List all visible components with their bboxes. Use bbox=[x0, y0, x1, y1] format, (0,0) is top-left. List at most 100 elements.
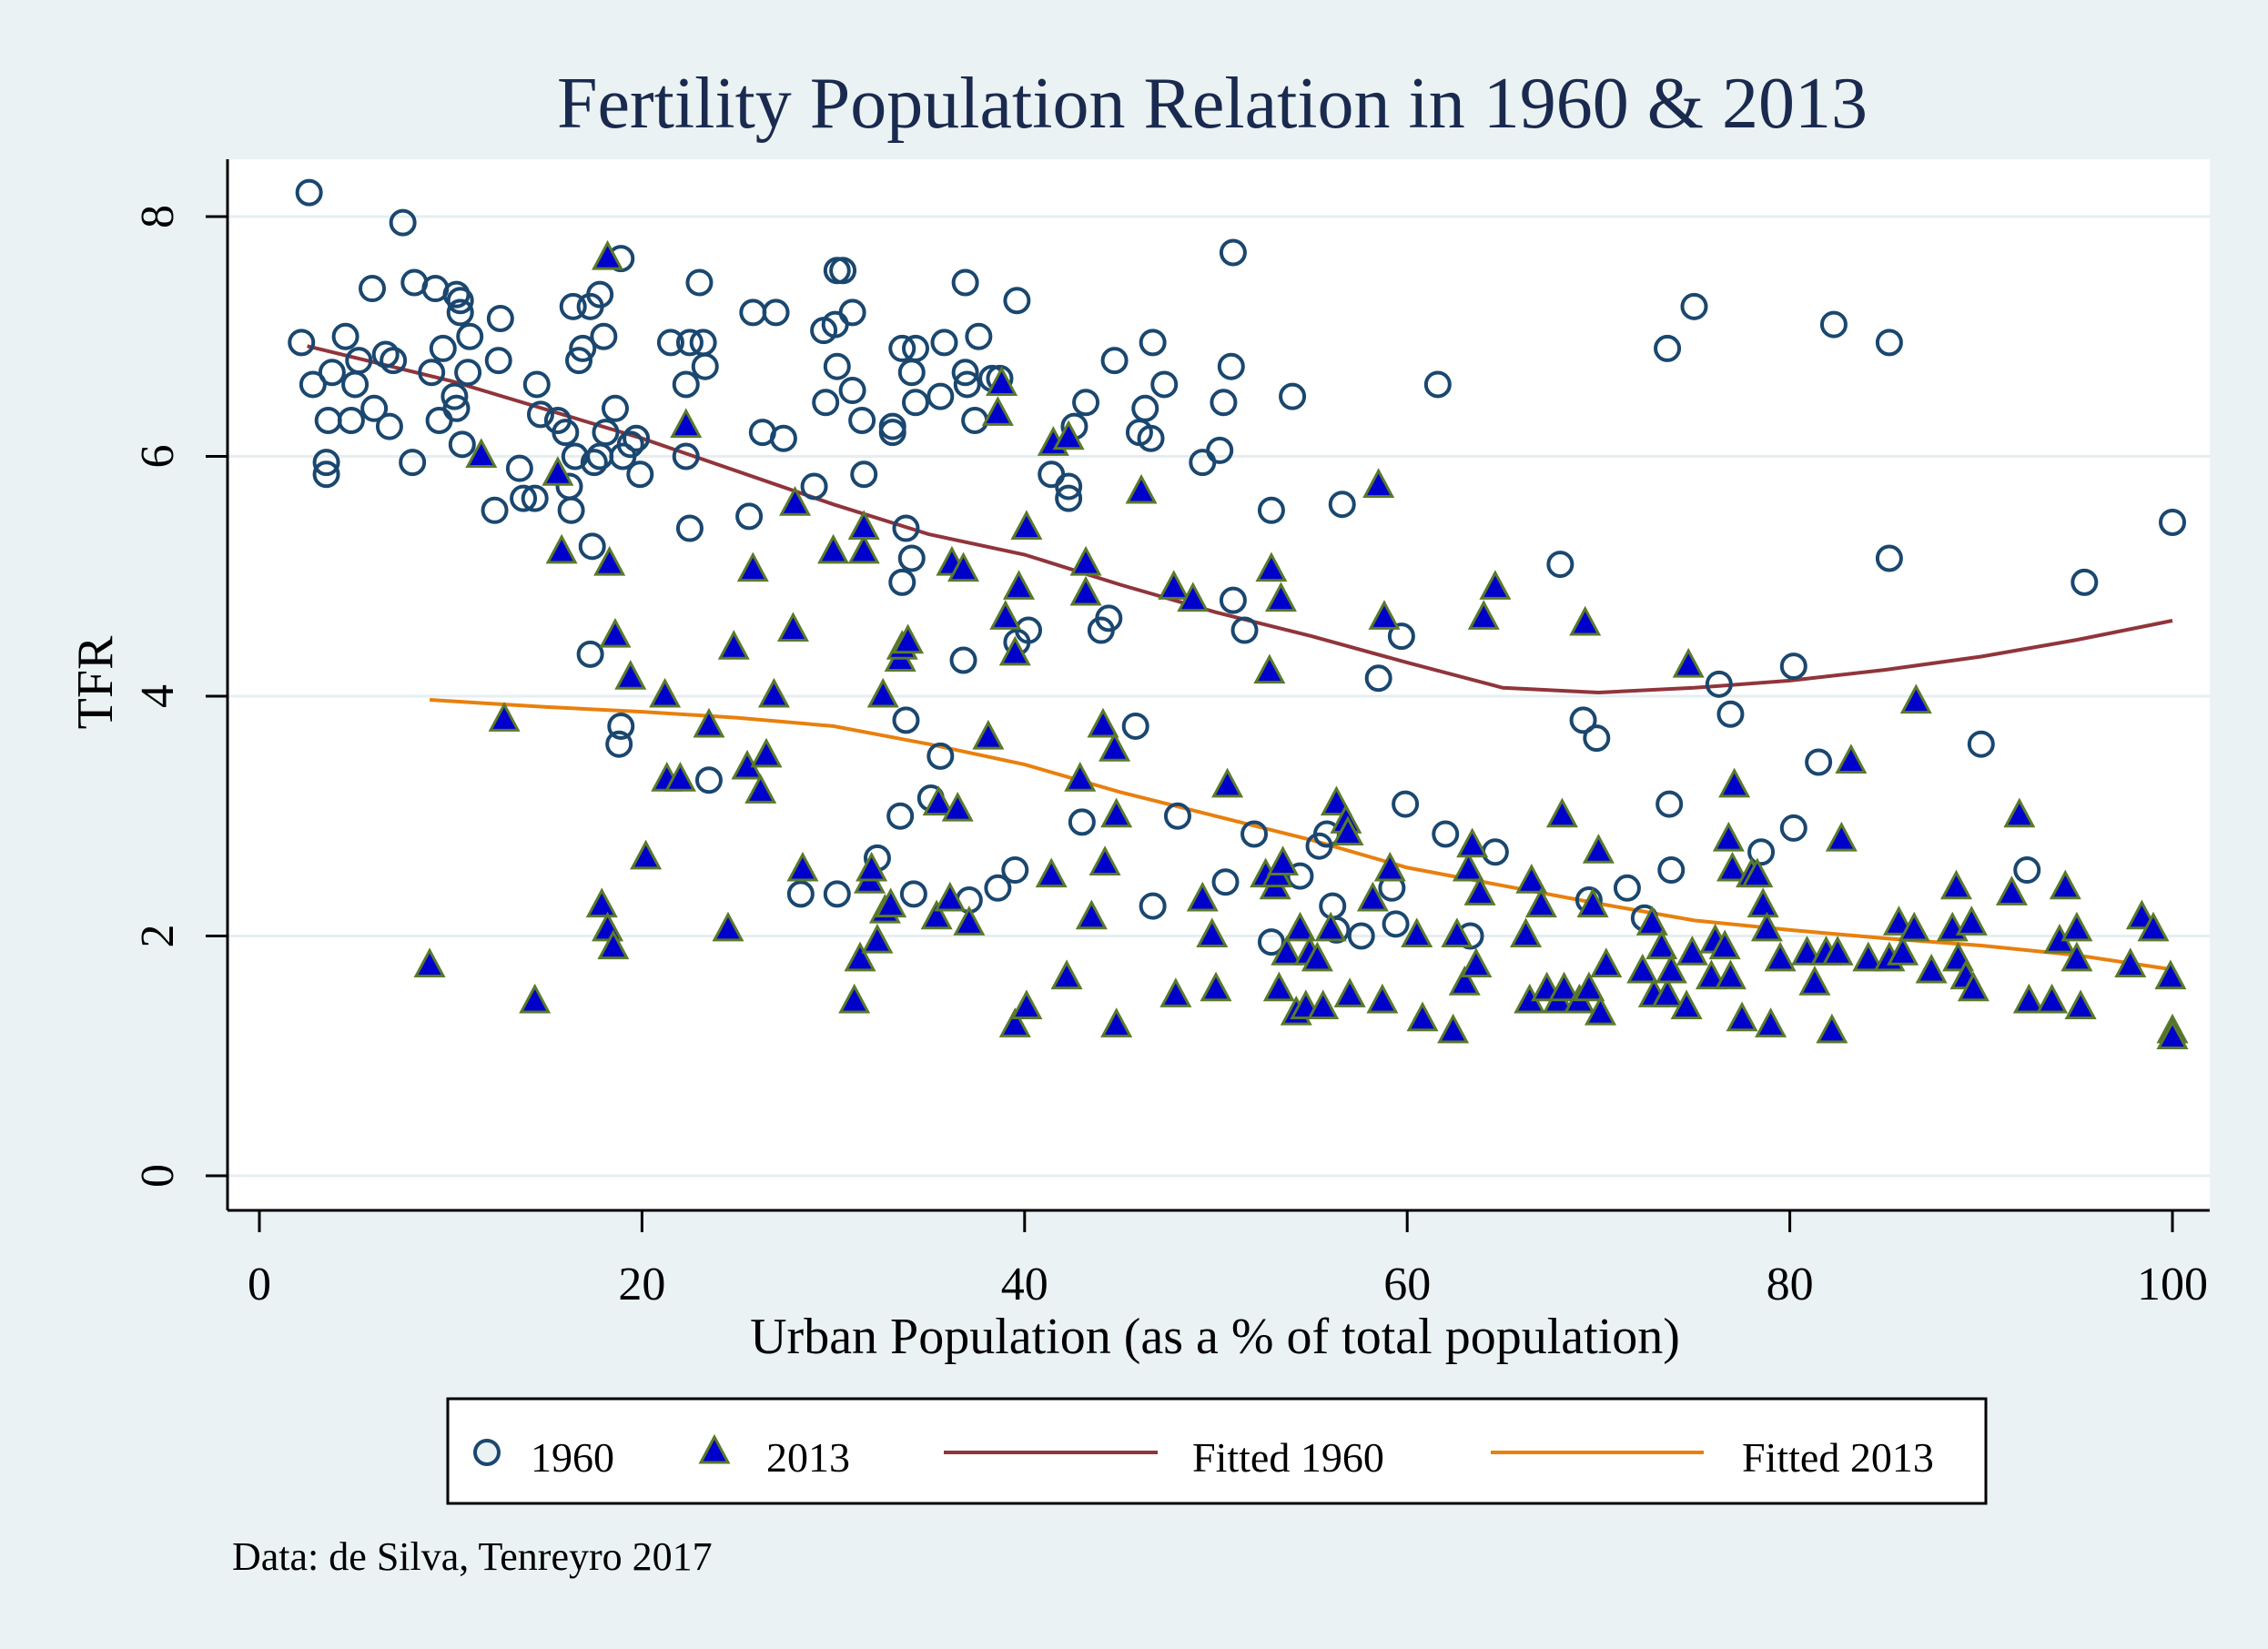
point-1960-15 bbox=[312, 460, 340, 489]
point-2013-157 bbox=[1816, 1013, 1848, 1044]
point-2013-106 bbox=[1406, 1001, 1439, 1032]
point-1960-85 bbox=[838, 377, 866, 405]
point-1960-109 bbox=[886, 802, 915, 830]
point-1960-60 bbox=[576, 640, 604, 668]
point-1960-120 bbox=[823, 880, 851, 908]
point-2013-107 bbox=[1437, 1013, 1470, 1044]
point-2013-160 bbox=[1835, 744, 1868, 774]
point-2013-20 bbox=[717, 630, 750, 660]
point-1960-117 bbox=[1001, 856, 1029, 885]
point-1960-34 bbox=[526, 400, 554, 429]
point-1960-62 bbox=[605, 730, 633, 758]
point-1960-188 bbox=[2159, 508, 2186, 536]
point-2013-7 bbox=[585, 887, 618, 918]
point-1960-49 bbox=[590, 322, 618, 350]
point-2013-47 bbox=[941, 791, 974, 822]
point-2013-102 bbox=[1366, 983, 1399, 1014]
point-1960-87 bbox=[848, 406, 876, 434]
point-1960-61 bbox=[607, 712, 635, 740]
point-2013-28 bbox=[786, 851, 819, 882]
point-1960-167 bbox=[1569, 706, 1597, 734]
point-2013-82 bbox=[1255, 551, 1288, 582]
point-2013-94 bbox=[1307, 989, 1340, 1020]
point-1960-35 bbox=[505, 454, 533, 482]
legend-label-1960: 1960 bbox=[531, 1434, 614, 1481]
y-tick-label-2: 2 bbox=[132, 925, 184, 948]
point-2013-134 bbox=[1645, 929, 1678, 960]
point-1960-86 bbox=[812, 389, 840, 417]
point-2013-185 bbox=[2137, 911, 2170, 942]
point-2013-43 bbox=[920, 899, 953, 930]
point-2013-17 bbox=[670, 408, 703, 439]
point-1960-7 bbox=[371, 340, 400, 369]
point-2013-76 bbox=[1186, 881, 1219, 912]
point-1960-135 bbox=[1150, 370, 1179, 399]
point-2013-146 bbox=[1718, 767, 1751, 798]
point-2013-72 bbox=[1125, 473, 1158, 504]
point-2013-55 bbox=[998, 1007, 1031, 1037]
point-1960-11 bbox=[341, 370, 370, 399]
point-1960-149 bbox=[1257, 928, 1285, 956]
point-2013-90 bbox=[1283, 911, 1316, 942]
point-1960-67 bbox=[691, 352, 719, 380]
point-1960-84 bbox=[823, 352, 851, 380]
point-2013-66 bbox=[1075, 899, 1108, 930]
x-tick-label-80: 80 bbox=[1767, 1259, 1814, 1310]
point-1960-24 bbox=[456, 322, 484, 350]
point-1960-55 bbox=[616, 430, 644, 459]
point-2013-51 bbox=[981, 396, 1014, 426]
point-1960-21 bbox=[446, 298, 474, 327]
point-2013-131 bbox=[1626, 953, 1659, 984]
legend-label-fitted-2013: Fitted 2013 bbox=[1742, 1434, 1934, 1481]
point-2013-23 bbox=[744, 774, 777, 804]
point-1960-64 bbox=[675, 329, 704, 357]
point-1960-12 bbox=[360, 394, 389, 422]
point-1960-27 bbox=[454, 359, 482, 387]
point-1960-186 bbox=[2013, 856, 2041, 885]
point-2013-24 bbox=[750, 737, 783, 768]
point-1960-75 bbox=[769, 424, 797, 452]
y-tick-labels: 0 2 4 6 8 bbox=[132, 205, 184, 1188]
point-1960-123 bbox=[1055, 484, 1083, 512]
point-2013-64 bbox=[1069, 545, 1102, 576]
point-1960-182 bbox=[1819, 310, 1848, 339]
point-2013-22 bbox=[736, 551, 769, 582]
point-1960-23 bbox=[440, 382, 469, 410]
point-1960-111 bbox=[899, 880, 927, 908]
legend-box bbox=[446, 1397, 1988, 1505]
point-1960-176 bbox=[1705, 670, 1733, 698]
point-2013-48 bbox=[947, 551, 980, 582]
point-2013-135 bbox=[1651, 977, 1684, 1007]
point-1960-63 bbox=[656, 329, 684, 357]
point-1960-66 bbox=[672, 370, 700, 399]
point-1960-187 bbox=[2071, 568, 2099, 596]
point-1960-71 bbox=[694, 766, 723, 794]
point-2013-182 bbox=[2064, 989, 2097, 1020]
y-axis-label: TFR bbox=[67, 635, 124, 729]
point-2013-112 bbox=[1460, 947, 1493, 977]
point-2013-45 bbox=[934, 881, 967, 912]
point-1960-104 bbox=[1003, 287, 1031, 315]
point-1960-29 bbox=[484, 347, 512, 375]
point-2013-67 bbox=[1087, 707, 1119, 738]
source-note: Data: de Silva, Tenreyro 2017 bbox=[232, 1534, 713, 1579]
point-2013-130 bbox=[1590, 947, 1623, 977]
point-1960-175 bbox=[1680, 292, 1708, 320]
fit-lines bbox=[307, 344, 2173, 972]
point-1960-52 bbox=[592, 419, 620, 447]
point-1960-70 bbox=[685, 268, 714, 297]
point-2013-50 bbox=[972, 719, 1005, 750]
point-2013-70 bbox=[1100, 1007, 1133, 1037]
point-1960-22 bbox=[429, 334, 457, 362]
point-1960-76 bbox=[735, 502, 764, 531]
point-1960-125 bbox=[1072, 389, 1100, 417]
point-2013-19 bbox=[712, 911, 744, 942]
point-1960-177 bbox=[1716, 700, 1745, 728]
point-1960-28 bbox=[486, 304, 514, 332]
point-1960-83 bbox=[838, 298, 866, 327]
point-1960-127 bbox=[1068, 808, 1096, 836]
point-2013-3 bbox=[488, 702, 521, 732]
point-1960-56 bbox=[623, 424, 651, 452]
point-2013-111 bbox=[1456, 827, 1489, 858]
